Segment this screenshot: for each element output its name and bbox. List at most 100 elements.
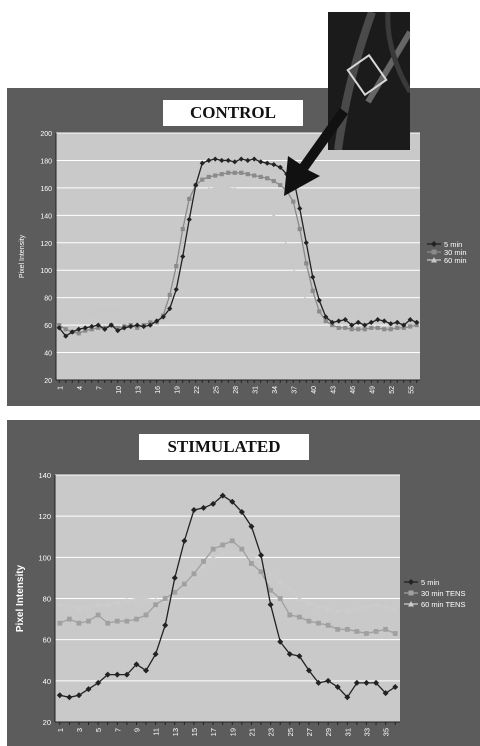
legend-marker: [431, 249, 437, 255]
data-point: [286, 651, 293, 658]
data-point: [128, 314, 134, 319]
data-point: [89, 323, 95, 330]
data-point: [375, 325, 380, 330]
data-point: [317, 309, 322, 314]
x-tick-label: 31: [252, 386, 259, 394]
data-point: [220, 542, 226, 548]
data-point: [239, 170, 244, 175]
data-point: [258, 159, 264, 165]
data-point: [121, 311, 127, 317]
data-point: [162, 622, 169, 629]
data-point: [362, 327, 367, 332]
data-point: [95, 308, 101, 314]
data-point: [325, 677, 332, 684]
data-point: [265, 176, 270, 181]
data-point: [206, 186, 212, 192]
data-point: [252, 173, 257, 178]
data-point: [173, 274, 179, 280]
legend-label: 30 min: [444, 248, 467, 257]
y-axis-label: Pixel Intensity: [15, 564, 26, 632]
data-point: [245, 172, 250, 177]
data-point: [219, 492, 226, 499]
data-point: [172, 589, 178, 595]
data-point: [85, 686, 92, 693]
data-point: [154, 318, 160, 324]
data-point: [277, 226, 283, 232]
data-point: [152, 651, 159, 658]
data-point: [57, 323, 62, 328]
data-point: [392, 605, 399, 612]
data-point: [297, 226, 302, 232]
data-point: [264, 160, 270, 166]
data-point: [306, 618, 312, 624]
data-point: [271, 178, 276, 184]
data-point: [303, 240, 309, 246]
data-point: [191, 571, 197, 577]
data-point: [63, 315, 69, 321]
x-tick-label: 49: [369, 386, 376, 394]
y-tick-label: 140: [38, 471, 51, 480]
data-point: [382, 690, 389, 697]
data-point: [82, 311, 88, 317]
data-point: [143, 667, 150, 674]
x-tick-label: 25: [286, 728, 295, 736]
data-point: [95, 612, 101, 618]
data-point: [96, 325, 101, 330]
data-point: [355, 311, 361, 317]
data-point: [296, 595, 303, 601]
data-point: [143, 595, 150, 601]
data-point: [335, 626, 341, 632]
data-point: [315, 679, 322, 686]
data-point: [210, 546, 216, 552]
data-point: [267, 601, 274, 608]
data-point: [277, 164, 283, 170]
data-point: [193, 182, 199, 188]
data-point: [356, 327, 361, 332]
data-point: [173, 286, 179, 293]
x-tick-label: 55: [408, 386, 415, 394]
data-point: [85, 603, 92, 610]
legend-marker: [408, 579, 414, 585]
data-point: [56, 692, 63, 699]
data-point: [401, 325, 406, 330]
data-point: [297, 205, 303, 212]
data-point: [264, 203, 270, 208]
legend-marker: [431, 257, 437, 263]
data-point: [187, 196, 192, 201]
data-point: [353, 679, 360, 686]
data-point: [336, 318, 342, 324]
x-tick-label: 33: [362, 728, 371, 736]
data-point: [108, 322, 114, 328]
x-tick-label: 7: [96, 386, 103, 390]
x-tick-label: 10: [116, 386, 123, 394]
data-point: [193, 196, 199, 201]
data-point: [369, 325, 374, 330]
y-tick-label: 120: [40, 241, 52, 248]
data-point: [342, 311, 348, 317]
data-point: [115, 328, 121, 334]
data-point: [229, 548, 236, 554]
data-point: [344, 607, 351, 614]
data-point: [271, 161, 277, 168]
data-point: [180, 240, 186, 245]
data-point: [305, 599, 312, 606]
data-point: [105, 620, 111, 626]
x-tick-label: 34: [272, 386, 279, 394]
x-tick-label: 7: [113, 728, 122, 732]
data-point: [362, 314, 368, 319]
data-point: [267, 570, 274, 577]
data-point: [232, 186, 238, 192]
data-point: [296, 614, 302, 620]
data-point: [104, 671, 111, 678]
data-point: [95, 679, 102, 686]
data-point: [133, 661, 140, 668]
data-point: [152, 597, 159, 603]
data-point: [382, 603, 389, 610]
data-point: [180, 253, 186, 260]
data-point: [57, 620, 63, 626]
data-point: [277, 638, 284, 645]
data-point: [251, 192, 257, 197]
data-point: [238, 509, 245, 516]
data-point: [135, 325, 140, 330]
data-point: [284, 242, 290, 248]
